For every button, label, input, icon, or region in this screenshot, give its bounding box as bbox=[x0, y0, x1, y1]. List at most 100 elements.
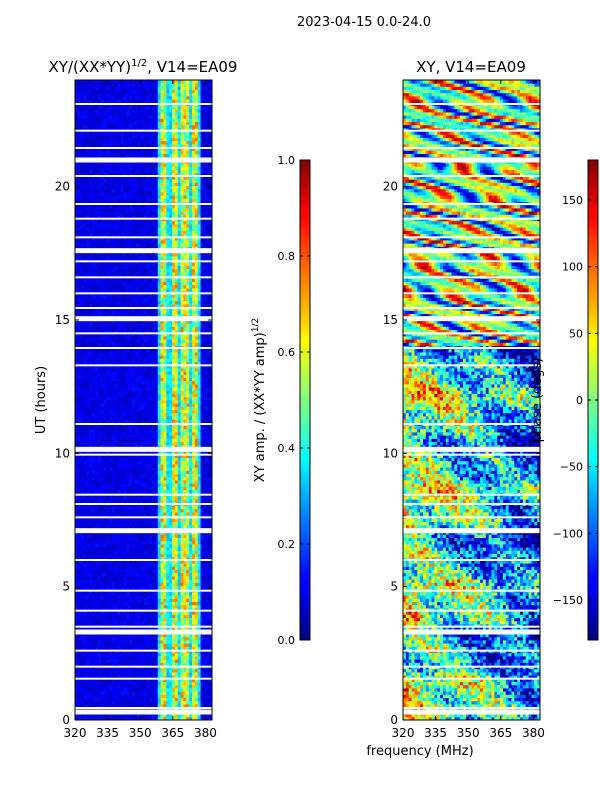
amplitude-cell bbox=[134, 540, 139, 545]
amplitude-cell bbox=[123, 716, 127, 720]
amplitude-cell bbox=[194, 435, 199, 439]
amplitude-cell bbox=[80, 534, 84, 538]
amplitude-cell bbox=[143, 675, 147, 679]
amplitude-cell bbox=[126, 691, 130, 695]
amplitude-cell bbox=[123, 499, 127, 503]
amplitude-cell bbox=[86, 716, 90, 720]
amplitude-cell bbox=[152, 476, 156, 481]
amplitude-cell bbox=[94, 636, 99, 641]
amplitude-cell bbox=[120, 576, 124, 580]
amplitude-cell bbox=[143, 473, 147, 478]
amplitude-cell bbox=[152, 697, 156, 702]
amplitude-cell bbox=[180, 460, 184, 465]
amplitude-cell bbox=[109, 412, 113, 417]
amplitude-cell bbox=[180, 601, 184, 606]
amplitude-cell bbox=[134, 432, 139, 436]
amplitude-cell bbox=[77, 620, 82, 625]
amplitude-cell bbox=[186, 400, 190, 404]
amplitude-cell bbox=[132, 694, 136, 698]
amplitude-cell bbox=[149, 432, 153, 436]
amplitude-cell bbox=[149, 598, 153, 602]
amplitude-cell bbox=[134, 480, 139, 484]
amplitude-cell bbox=[157, 505, 162, 510]
amplitude-cell bbox=[106, 390, 110, 394]
amplitude-cell bbox=[103, 553, 107, 558]
amplitude-cell bbox=[80, 508, 84, 513]
amplitude-cell bbox=[86, 416, 90, 420]
amplitude-cell bbox=[132, 406, 136, 410]
amplitude-cell bbox=[194, 441, 199, 446]
amplitude-cell bbox=[97, 521, 102, 526]
amplitude-cell bbox=[129, 470, 133, 474]
amplitude-cell bbox=[174, 691, 179, 695]
amplitude-cell bbox=[152, 489, 156, 494]
amplitude-cell bbox=[129, 620, 133, 625]
amplitude-cell bbox=[143, 451, 147, 455]
amplitude-cell bbox=[86, 396, 90, 401]
amplitude-cell bbox=[183, 672, 187, 676]
amplitude-cell bbox=[83, 691, 87, 695]
amplitude-cell bbox=[114, 428, 119, 433]
amplitude-cell bbox=[80, 713, 84, 718]
amplitude-cell bbox=[123, 656, 127, 660]
amplitude-cell bbox=[174, 496, 179, 500]
amplitude-cell bbox=[183, 662, 187, 666]
amplitude-cell bbox=[140, 396, 144, 401]
amplitude-cell bbox=[177, 483, 181, 487]
amplitude-cell bbox=[166, 614, 170, 618]
amplitude-cell bbox=[92, 585, 96, 590]
amplitude-cell bbox=[75, 409, 79, 414]
amplitude-cell bbox=[166, 406, 170, 410]
amplitude-cell bbox=[100, 537, 104, 542]
amplitude-cell bbox=[197, 569, 201, 574]
amplitude-cell bbox=[163, 387, 167, 391]
amplitude-cell bbox=[177, 521, 181, 526]
amplitude-cell bbox=[83, 576, 87, 580]
amplitude-cell bbox=[157, 636, 162, 641]
amplitude-cell bbox=[197, 672, 201, 676]
amplitude-cell bbox=[183, 716, 187, 720]
amplitude-cell bbox=[109, 569, 113, 574]
amplitude-cell bbox=[92, 444, 96, 449]
amplitude-cell bbox=[189, 524, 193, 529]
amplitude-cell bbox=[86, 652, 90, 657]
amplitude-cell bbox=[197, 416, 201, 420]
amplitude-cell bbox=[169, 438, 173, 442]
amplitude-cell bbox=[134, 508, 139, 513]
amplitude-cell bbox=[194, 700, 199, 705]
amplitude-cell bbox=[163, 694, 167, 698]
amplitude-cell bbox=[114, 489, 119, 494]
amplitude-cell bbox=[114, 444, 119, 449]
amplitude-cell bbox=[180, 611, 184, 615]
amplitude-cell bbox=[206, 540, 210, 545]
amplitude-cell bbox=[123, 412, 127, 417]
amplitude-cell bbox=[112, 457, 116, 462]
amplitude-cell bbox=[89, 646, 93, 650]
amplitude-cell bbox=[140, 601, 144, 606]
amplitude-cell bbox=[166, 534, 170, 538]
amplitude-cell bbox=[180, 454, 184, 458]
amplitude-cell bbox=[143, 553, 147, 558]
amplitude-cell bbox=[146, 441, 150, 446]
amplitude-cell bbox=[200, 518, 204, 522]
amplitude-cell bbox=[152, 480, 156, 484]
amplitude-cell bbox=[203, 598, 207, 602]
amplitude-cell bbox=[152, 387, 156, 391]
amplitude-cell bbox=[129, 406, 133, 410]
amplitude-cell bbox=[160, 406, 164, 410]
amplitude-cell bbox=[163, 508, 167, 513]
amplitude-cell bbox=[129, 640, 133, 644]
amplitude-cell bbox=[194, 633, 199, 638]
amplitude-cell bbox=[209, 704, 212, 708]
amplitude-cell bbox=[89, 713, 93, 718]
amplitude-cell bbox=[174, 489, 179, 494]
amplitude-cell bbox=[112, 643, 116, 647]
amplitude-cell bbox=[172, 652, 176, 657]
amplitude-cell bbox=[109, 566, 113, 570]
amplitude-cell bbox=[183, 457, 187, 462]
amplitude-cell bbox=[97, 432, 102, 436]
amplitude-cell bbox=[132, 416, 136, 420]
amplitude-cell bbox=[94, 697, 99, 702]
amplitude-cell bbox=[157, 595, 162, 599]
amplitude-cell bbox=[140, 451, 144, 455]
